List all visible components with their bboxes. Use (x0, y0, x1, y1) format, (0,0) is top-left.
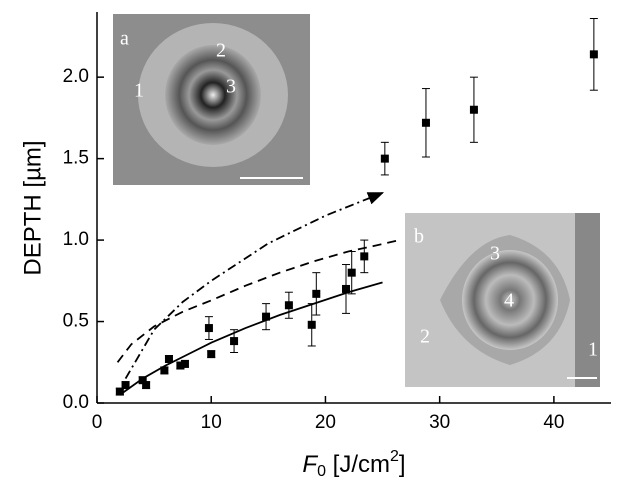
inset-a: a 1 23 (113, 14, 310, 185)
point (121, 381, 130, 390)
inset-label: 2 (420, 326, 430, 348)
curve (119, 281, 383, 396)
point (307, 320, 316, 329)
inset-tag: a (120, 28, 129, 50)
y-tick-label: 0.0 (63, 392, 89, 413)
point (342, 284, 351, 293)
x-tick-label: 30 (429, 412, 450, 433)
inset-label: 3 (490, 243, 500, 265)
inset-tag: b (414, 226, 424, 248)
x-tick-label: 40 (543, 412, 564, 433)
inset-label: 3 (226, 76, 236, 98)
x-label-sub: 0 (317, 463, 326, 480)
x-label-sup: 2 (390, 448, 399, 465)
y-axis-label: DEPTH [µm] (19, 140, 46, 275)
point (176, 361, 185, 370)
point (142, 381, 151, 390)
point (115, 387, 124, 396)
inset-label: 2 (216, 40, 226, 62)
x-tick-label: 10 (201, 412, 222, 433)
point (230, 337, 239, 346)
inset-label: 4 (504, 290, 514, 312)
curve (116, 239, 400, 363)
y-tick-label: 2.0 (63, 66, 89, 87)
x-tick-label: 20 (315, 412, 336, 433)
x-axis-label: F0 [J/cm2] (302, 448, 405, 480)
inset-label: 1 (588, 339, 598, 361)
point (284, 301, 293, 310)
point (421, 118, 430, 127)
x-label-unit: [J/cm (326, 451, 390, 478)
x-label-main: F (302, 451, 318, 478)
point (138, 376, 147, 385)
inset-b: b 1 2 3 4 (405, 213, 600, 387)
point (164, 355, 173, 364)
x-label-end: ] (399, 451, 406, 478)
point (160, 366, 169, 375)
point (589, 50, 598, 59)
inset-label: 1 (134, 80, 144, 102)
point (360, 252, 369, 261)
point (262, 312, 271, 321)
point (469, 105, 478, 114)
point (204, 324, 213, 333)
point (380, 154, 389, 163)
point (180, 359, 189, 368)
point (312, 289, 321, 298)
y-tick-label: 1.5 (63, 148, 89, 169)
y-tick-label: 1.0 (63, 229, 89, 250)
point (207, 350, 216, 359)
point (347, 268, 356, 277)
plot-area (96, 12, 611, 404)
x-tick-label: 0 (92, 412, 103, 433)
y-tick-label: 0.5 (63, 311, 89, 332)
